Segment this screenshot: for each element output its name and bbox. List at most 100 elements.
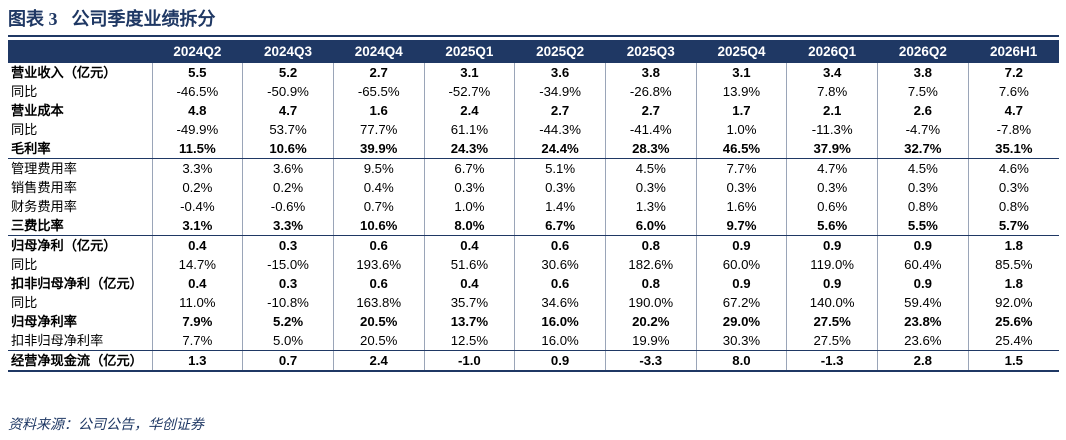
cell-value: 5.2% bbox=[242, 312, 334, 331]
cell-value: 0.6 bbox=[514, 274, 606, 293]
cell-value: 4.8 bbox=[151, 101, 243, 120]
cell-value: -50.9% bbox=[242, 82, 334, 101]
cell-value: 3.1 bbox=[423, 63, 515, 82]
cell-value: -26.8% bbox=[604, 82, 697, 101]
row-label: 同比 bbox=[11, 122, 38, 137]
table-row: 同比 -49.9% 53.7% 77.7% 61.1% -44.3% -41.4% 1.0% -… bbox=[8, 120, 1059, 139]
table-row: 归母净利率 7.9% 5.2% 20.5% 13.7% 16.0% 20.2% 29.0% 27… bbox=[8, 312, 1059, 331]
row-label: 管理费用率 bbox=[11, 161, 77, 176]
column-header: 2025Q4 bbox=[696, 40, 787, 63]
cell-value: -1.0 bbox=[423, 350, 515, 372]
cell-value: 6.0% bbox=[604, 216, 697, 236]
cell-value: 25.4% bbox=[967, 331, 1059, 351]
table-row: 营业收入（亿元） 5.5 5.2 2.7 3.1 3.6 3.8 3.1 3.4 3.8 7.2 bbox=[8, 63, 1059, 82]
cell-value: 0.9 bbox=[877, 274, 969, 293]
cell-value: 39.9% bbox=[332, 139, 425, 159]
cell-value: 3.3% bbox=[151, 158, 243, 178]
cell-value: 0.8% bbox=[877, 197, 969, 216]
cell-value: 0.8 bbox=[604, 274, 697, 293]
cell-value: 20.5% bbox=[332, 331, 425, 351]
column-header: 2025Q1 bbox=[424, 40, 515, 63]
column-header: 2024Q2 bbox=[152, 40, 243, 63]
cell-value: 14.7% bbox=[151, 255, 243, 274]
cell-value: 3.8 bbox=[604, 63, 697, 82]
cell-value: 193.6% bbox=[332, 255, 425, 274]
row-label: 营业收入（亿元） bbox=[11, 65, 117, 80]
row-label: 三费比率 bbox=[8, 216, 152, 236]
cell-value: 0.2% bbox=[242, 178, 334, 197]
table-row: 同比 11.0% -10.8% 163.8% 35.7% 34.6% 190.0% 67.2%… bbox=[8, 293, 1059, 312]
cell-value: 34.6% bbox=[514, 293, 606, 312]
cell-value: 4.5% bbox=[604, 158, 697, 178]
cell-value: 2.6 bbox=[877, 101, 969, 120]
cell-value: 60.4% bbox=[877, 255, 969, 274]
cell-value: 35.1% bbox=[967, 139, 1059, 159]
row-label: 扣非归母净利率 bbox=[8, 331, 152, 351]
cell-value: 0.3% bbox=[967, 178, 1059, 197]
cell-value: 1.8 bbox=[967, 235, 1059, 255]
cell-value: 1.5 bbox=[967, 350, 1059, 372]
quarterly-results-table: 2024Q2 2024Q3 2024Q4 2025Q1 2025Q2 2025Q… bbox=[8, 40, 1059, 372]
cell-value: 30.3% bbox=[695, 331, 787, 351]
table-row: 三费比率 3.1% 3.3% 10.6% 8.0% 6.7% 6.0% 9.7% 5.6% 5.5… bbox=[8, 216, 1059, 236]
cell-value: 30.6% bbox=[514, 255, 606, 274]
cell-value: 1.0% bbox=[695, 120, 787, 139]
cell-value: -0.6% bbox=[242, 197, 334, 216]
cell-value: 2.7 bbox=[604, 101, 697, 120]
table-row: 扣非归母净利率 7.7% 5.0% 20.5% 12.5% 16.0% 19.9% 30.3%… bbox=[8, 331, 1059, 351]
cell-value: 0.4% bbox=[332, 178, 425, 197]
cell-value: 59.4% bbox=[877, 293, 969, 312]
cell-value: -10.8% bbox=[242, 293, 334, 312]
cell-value: 27.5% bbox=[786, 312, 878, 331]
title-rule bbox=[8, 35, 1059, 37]
cell-value: 9.5% bbox=[332, 158, 425, 178]
cell-value: 46.5% bbox=[695, 139, 787, 159]
table-row: 营业成本 4.8 4.7 1.6 2.4 2.7 2.7 1.7 2.1 2.6 4.7 bbox=[8, 101, 1059, 120]
cell-value: 16.0% bbox=[514, 312, 606, 331]
cell-value: 0.8% bbox=[967, 197, 1059, 216]
cell-value: 0.6 bbox=[332, 274, 425, 293]
cell-value: -4.7% bbox=[877, 120, 969, 139]
row-label: 同比 bbox=[11, 257, 38, 272]
cell-value: 85.5% bbox=[967, 255, 1059, 274]
cell-value: 4.7% bbox=[786, 158, 878, 178]
cell-value: 0.3% bbox=[877, 178, 969, 197]
table-row: 同比 -46.5% -50.9% -65.5% -52.7% -34.9% -26.8% 13… bbox=[8, 82, 1059, 101]
cell-value: 5.5 bbox=[151, 63, 243, 82]
cell-value: 3.1% bbox=[151, 216, 243, 236]
cell-value: 77.7% bbox=[332, 120, 425, 139]
cell-value: -34.9% bbox=[514, 82, 606, 101]
cell-value: 7.2 bbox=[967, 63, 1059, 82]
row-label: 财务费用率 bbox=[11, 199, 77, 214]
cell-value: 11.5% bbox=[151, 139, 243, 159]
column-header: 2024Q4 bbox=[333, 40, 425, 63]
cell-value: 53.7% bbox=[242, 120, 334, 139]
cell-value: 119.0% bbox=[786, 255, 878, 274]
cell-value: 7.5% bbox=[877, 82, 969, 101]
column-header: 2025Q2 bbox=[514, 40, 606, 63]
cell-value: 24.4% bbox=[514, 139, 606, 159]
cell-value: 2.7 bbox=[332, 63, 425, 82]
cell-value: 5.7% bbox=[967, 216, 1059, 236]
cell-value: 24.3% bbox=[423, 139, 515, 159]
cell-value: 8.0 bbox=[695, 350, 787, 372]
table-row: 归母净利（亿元） 0.4 0.3 0.6 0.4 0.6 0.8 0.9 0.9 0.9 1.8 bbox=[8, 235, 1059, 255]
cell-value: 20.2% bbox=[604, 312, 697, 331]
cell-value: 0.6 bbox=[332, 235, 425, 255]
row-label: 同比 bbox=[11, 295, 38, 310]
cell-value: 0.4 bbox=[151, 274, 243, 293]
cell-value: 182.6% bbox=[604, 255, 697, 274]
cell-value: 8.0% bbox=[423, 216, 515, 236]
cell-value: 23.6% bbox=[877, 331, 969, 351]
cell-value: 1.7 bbox=[695, 101, 787, 120]
row-label: 经营净现金流（亿元） bbox=[8, 350, 152, 372]
row-label: 同比 bbox=[11, 84, 38, 99]
cell-value: 0.9 bbox=[877, 235, 969, 255]
cell-value: 5.5% bbox=[877, 216, 969, 236]
cell-value: 0.6 bbox=[514, 235, 606, 255]
cell-value: 0.3 bbox=[242, 274, 334, 293]
cell-value: 0.3% bbox=[514, 178, 606, 197]
cell-value: 3.3% bbox=[242, 216, 334, 236]
cell-value: 4.6% bbox=[967, 158, 1059, 178]
row-label: 毛利率 bbox=[8, 139, 152, 159]
